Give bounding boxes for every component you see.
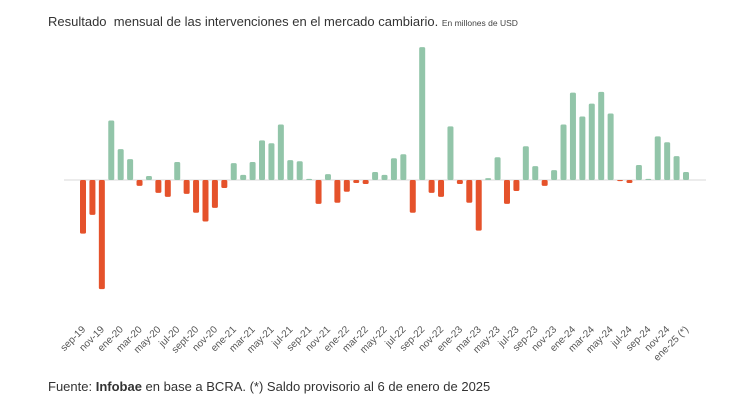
- bar-ene-24: [569, 92, 576, 180]
- bar-ene-22: [343, 180, 350, 192]
- bar-nov-20: [211, 180, 218, 208]
- bar-oct-21: [315, 180, 322, 204]
- footer-prefix: Fuente:: [48, 379, 96, 394]
- bar-nov-22: [438, 180, 445, 197]
- bar-abr-24: [598, 91, 605, 180]
- bar-may-20: [155, 180, 162, 193]
- bar-sep-21: [306, 178, 313, 180]
- bar-jun-21: [277, 124, 284, 180]
- bar-dic-21: [334, 180, 341, 203]
- bar-mar-24: [588, 103, 595, 180]
- bar-ago-23: [522, 146, 529, 180]
- chart-title: Resultado mensual de las intervenciones …: [48, 14, 518, 29]
- bar-sep-19: [80, 180, 86, 234]
- bar-jul-23: [513, 180, 520, 191]
- bar-ago-22: [409, 180, 416, 213]
- bar-sep-24: [645, 178, 652, 180]
- bar-mar-23: [475, 180, 482, 231]
- bar-ene-21: [230, 163, 237, 180]
- bar-jun-23: [503, 180, 510, 204]
- bar-mar-20: [136, 180, 143, 186]
- bar-dic-19: [108, 120, 115, 180]
- bar-ene-25: [683, 171, 689, 180]
- bar-jul-24: [626, 180, 633, 183]
- bar-ago-20: [183, 180, 190, 194]
- bar-oct-19: [89, 180, 96, 215]
- bar-may-22: [381, 174, 388, 180]
- bar-sep-20: [193, 180, 200, 213]
- footer-note: en base a BCRA. (*) Saldo provisorio al …: [141, 379, 491, 394]
- bar-mar-22: [362, 180, 369, 185]
- bar-ago-21: [296, 161, 303, 180]
- bar-oct-20: [202, 180, 209, 222]
- bar-may-23: [494, 157, 501, 180]
- bar-oct-23: [541, 180, 548, 186]
- bar-sep-23: [532, 166, 539, 180]
- bar-jul-22: [400, 154, 407, 180]
- bar-jul-20: [174, 162, 181, 180]
- bar-dic-20: [221, 180, 228, 189]
- bar-feb-21: [240, 174, 247, 180]
- bar-feb-23: [466, 180, 473, 203]
- bar-ago-24: [635, 164, 642, 180]
- bar-jul-21: [287, 160, 294, 180]
- bar-feb-20: [127, 159, 134, 180]
- bar-nov-24: [664, 142, 671, 180]
- bar-nov-23: [551, 170, 558, 180]
- bar-may-21: [268, 143, 275, 180]
- bar-ene-20: [117, 149, 124, 180]
- bar-feb-24: [579, 116, 586, 180]
- bar-nov-21: [324, 174, 331, 180]
- bar-jun-22: [390, 158, 397, 180]
- bar-dic-24: [673, 156, 680, 180]
- bar-abr-22: [372, 171, 379, 180]
- subtitle-units: En millones de USD: [441, 18, 518, 28]
- bar-nov-19: [98, 180, 105, 290]
- bar-ene-23: [456, 180, 463, 185]
- bar-abr-21: [259, 140, 266, 180]
- bar-abr-20: [145, 175, 152, 180]
- bar-jun-24: [617, 180, 624, 182]
- bar-dic-22: [447, 126, 454, 180]
- source-footer: Fuente: Infobae en base a BCRA. (*) Sald…: [48, 379, 490, 394]
- bar-oct-22: [428, 180, 435, 193]
- bar-feb-22: [353, 180, 360, 183]
- bar-mar-21: [249, 162, 256, 180]
- bar-sep-22: [419, 47, 426, 181]
- bar-jun-20: [164, 180, 171, 197]
- bar-dic-23: [560, 124, 567, 180]
- bar-abr-23: [485, 178, 492, 180]
- bar-oct-24: [654, 136, 661, 180]
- footer-brand: Infobae: [95, 379, 142, 394]
- title-text: Resultado mensual de las intervenciones …: [48, 14, 439, 29]
- bar-may-24: [607, 113, 614, 180]
